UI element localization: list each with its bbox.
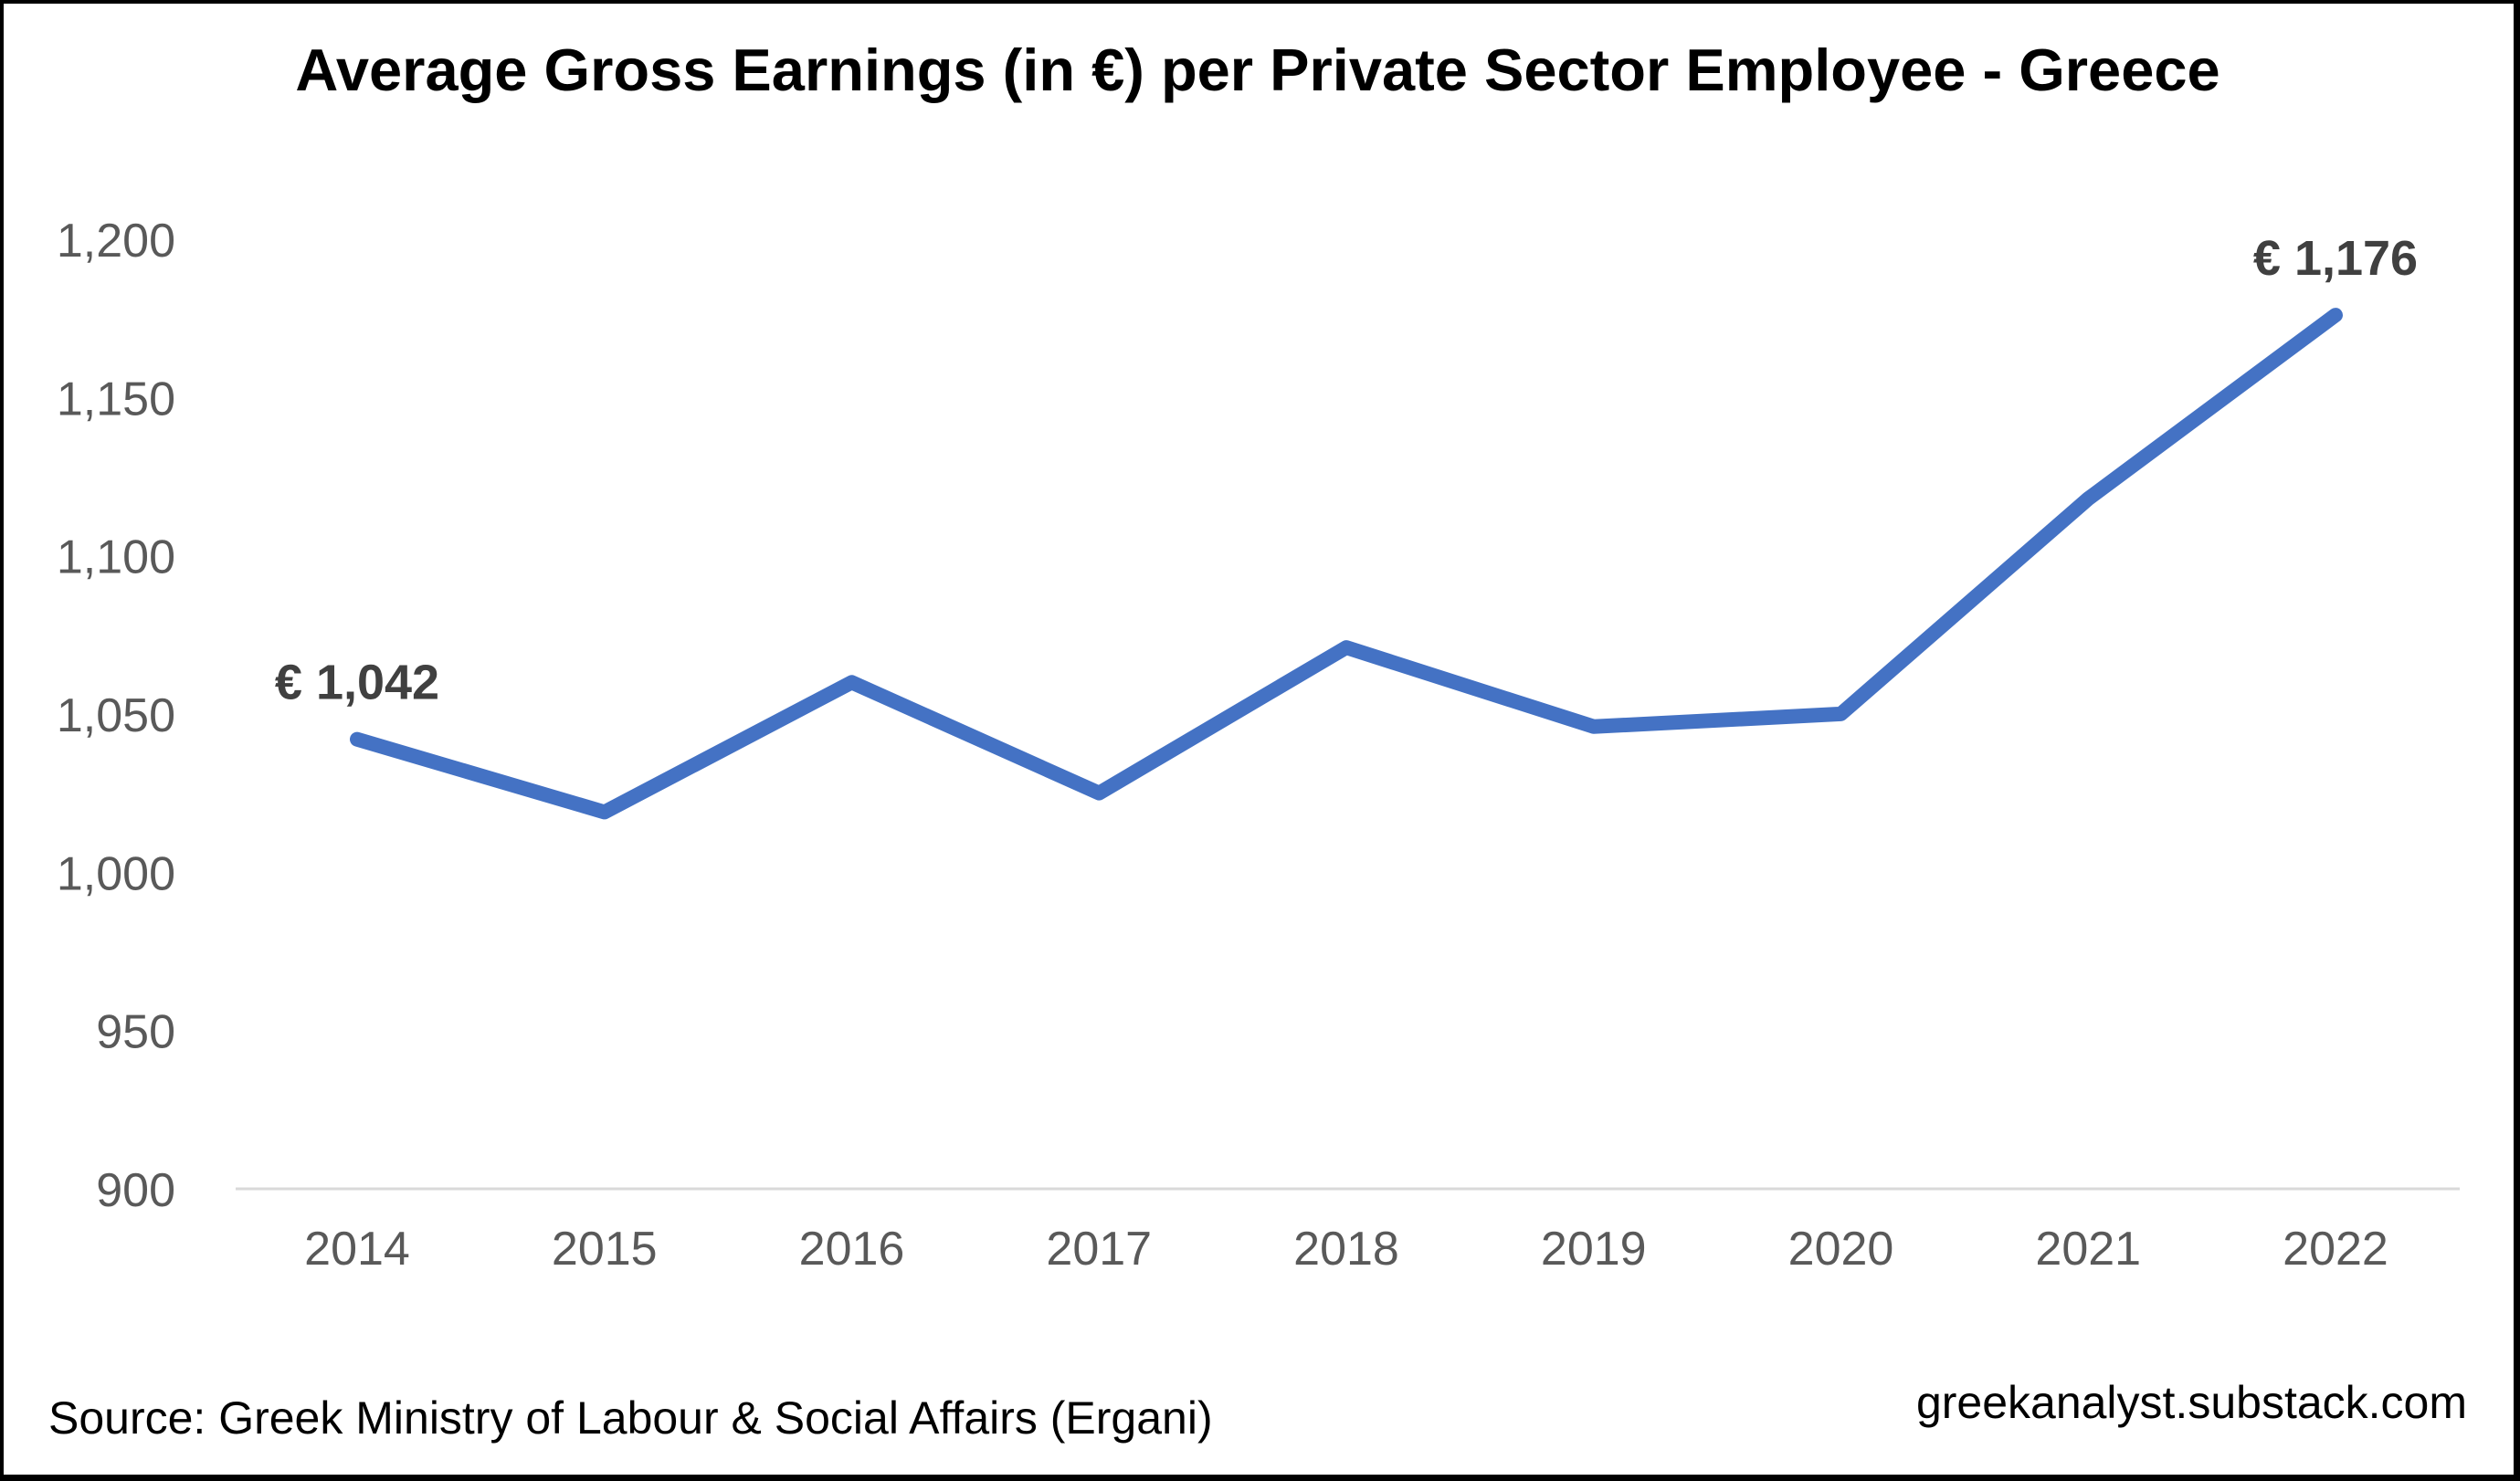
x-tick-label: 2019	[1541, 1223, 1647, 1276]
x-axis-tick-labels: 2014 2015 2016 2017 2018 2019 2020 2021 2022	[304, 1223, 2388, 1276]
x-tick-label: 2015	[552, 1223, 658, 1276]
y-tick-label: 1,050	[57, 689, 175, 742]
x-tick-label: 2022	[2283, 1223, 2388, 1276]
watermark-link[interactable]: greekanalyst.substack.com	[1916, 1377, 2467, 1428]
x-tick-label: 2018	[1293, 1223, 1399, 1276]
y-tick-label: 1,150	[57, 373, 175, 425]
chart-title: Average Gross Earnings (in €) per Privat…	[295, 37, 2219, 103]
y-tick-label: 1,000	[57, 847, 175, 900]
data-labels: € 1,042 € 1,176	[275, 231, 2418, 710]
data-label-2022: € 1,176	[2253, 231, 2418, 286]
data-label-2014: € 1,042	[275, 656, 439, 710]
y-axis-tick-labels: 900 950 1,000 1,050 1,100 1,150 1,200	[57, 215, 175, 1217]
x-tick-label: 2017	[1046, 1223, 1152, 1276]
y-tick-label: 1,100	[57, 531, 175, 584]
x-tick-label: 2021	[2035, 1223, 2141, 1276]
y-tick-label: 900	[96, 1164, 175, 1217]
y-tick-label: 1,200	[57, 215, 175, 268]
y-tick-label: 950	[96, 1006, 175, 1059]
x-tick-label: 2014	[304, 1223, 410, 1276]
earnings-line-series	[350, 308, 2343, 820]
source-note: Source: Greek Ministry of Labour & Socia…	[48, 1392, 1213, 1444]
x-tick-label: 2020	[1788, 1223, 1894, 1276]
x-tick-label: 2016	[799, 1223, 905, 1276]
